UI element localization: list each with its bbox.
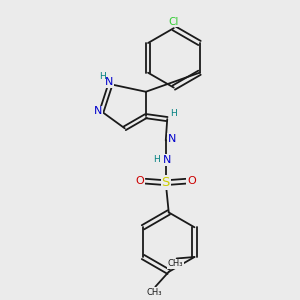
Text: N: N	[168, 134, 176, 144]
Text: CH₃: CH₃	[146, 288, 162, 297]
Text: O: O	[136, 176, 145, 186]
Text: N: N	[163, 155, 171, 165]
Text: CH₃: CH₃	[167, 259, 183, 268]
Text: N: N	[105, 77, 113, 87]
Text: H: H	[170, 109, 177, 118]
Text: H: H	[99, 72, 106, 81]
Text: O: O	[187, 176, 196, 186]
Text: Cl: Cl	[169, 16, 179, 27]
Text: S: S	[162, 176, 170, 189]
Text: H: H	[154, 155, 160, 164]
Text: N: N	[94, 106, 102, 116]
